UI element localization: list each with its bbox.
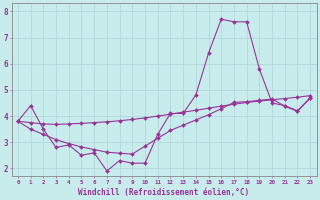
X-axis label: Windchill (Refroidissement éolien,°C): Windchill (Refroidissement éolien,°C) — [78, 188, 250, 197]
